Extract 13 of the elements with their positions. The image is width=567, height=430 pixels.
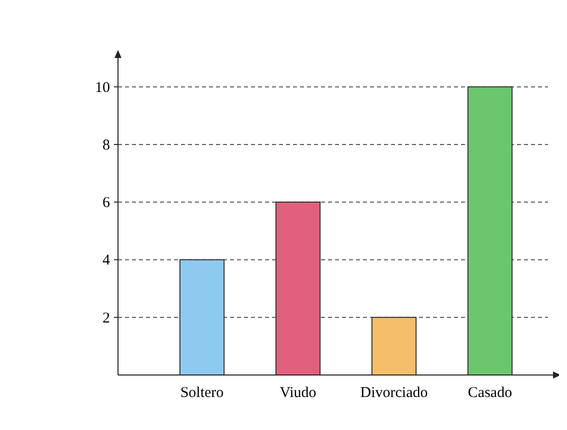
x-tick-label: Viudo — [280, 385, 316, 401]
y-tick-label: 4 — [102, 252, 110, 269]
bar — [275, 202, 321, 376]
y-tick-label: 6 — [102, 195, 110, 212]
x-tick-label: Soltero — [180, 385, 224, 401]
bar — [467, 86, 513, 376]
bar — [179, 259, 225, 376]
y-tick-label: 8 — [102, 137, 110, 154]
y-tick-label: 10 — [95, 80, 110, 96]
bar — [371, 316, 417, 376]
x-tick-label: Divorciado — [360, 385, 428, 401]
y-tick-label: 2 — [102, 310, 110, 326]
x-tick-label: Casado — [468, 385, 512, 401]
